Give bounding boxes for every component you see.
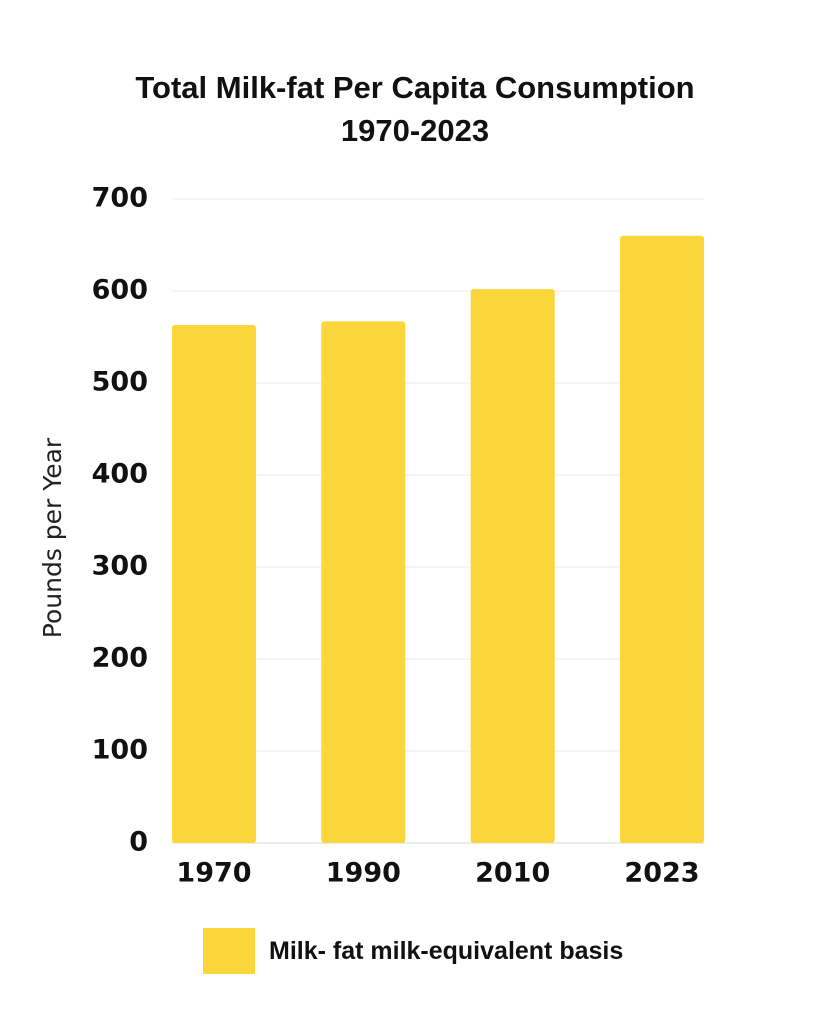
y-axis-label: Pounds per Year	[38, 437, 67, 638]
x-axis-ticks: 1970 1990 2010 2023	[176, 858, 699, 889]
bars	[172, 235, 704, 844]
y-tick-label: 100	[92, 735, 148, 766]
bar-1990	[321, 321, 406, 843]
bar-2023	[620, 235, 704, 844]
y-tick-label: 700	[92, 183, 148, 214]
x-tick-label: 2010	[475, 858, 550, 889]
y-tick-label: 500	[92, 367, 148, 398]
y-tick-label: 0	[129, 827, 148, 858]
y-tick-label: 300	[92, 551, 148, 582]
x-tick-label: 1970	[176, 858, 251, 889]
chart-title: Total Milk-fat Per Capita Consumption	[135, 70, 695, 105]
y-axis-ticks: 0 100 200 300 400 500 600 700	[92, 183, 148, 858]
x-tick-label: 2023	[624, 858, 699, 889]
legend-swatch	[203, 928, 255, 974]
x-tick-label: 1990	[326, 858, 401, 889]
y-tick-label: 600	[92, 275, 148, 306]
legend: Milk- fat milk-equivalent basis	[203, 928, 623, 974]
y-tick-label: 400	[92, 459, 148, 490]
gridlines	[172, 198, 704, 844]
bar-1970	[172, 325, 256, 843]
y-tick-label: 200	[92, 643, 148, 674]
legend-label: Milk- fat milk-equivalent basis	[269, 936, 624, 965]
chart-subtitle: 1970-2023	[340, 113, 490, 148]
chart-title-block: Total Milk-fat Per Capita Consumption 19…	[0, 66, 830, 152]
bar-2010	[470, 289, 555, 843]
